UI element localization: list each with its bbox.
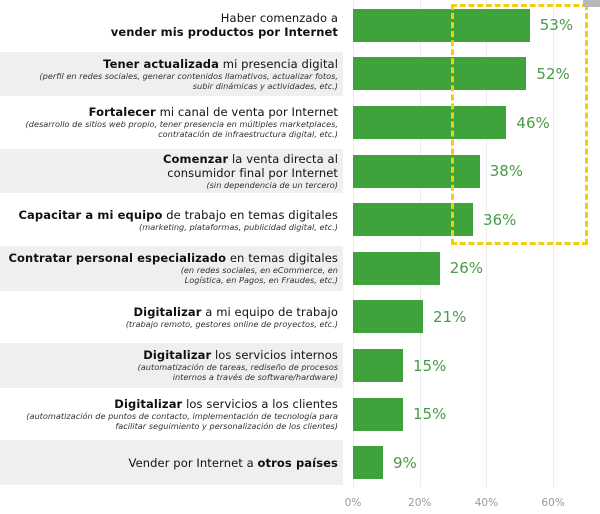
- category-label: Digitalizar los servicios internos (autom…: [0, 341, 338, 390]
- category-label-note: (en redes sociales, en eCommerce, en Log…: [180, 265, 338, 286]
- x-tick-label: 60%: [541, 497, 565, 509]
- category-label-main: Fortalecer mi canal de venta por Interne…: [0, 105, 338, 119]
- row-band: [0, 343, 343, 388]
- category-label-main: Haber comenzado a vender mis productos po…: [0, 11, 338, 39]
- label-bold-text: Digitalizar: [133, 304, 202, 319]
- category-label-note: (perfil en redes sociales, generar conte…: [39, 70, 338, 91]
- label-text: los servicios internos: [211, 348, 338, 363]
- category-label: Fortalecer mi canal de venta por Interne…: [0, 98, 338, 147]
- category-label-note: (automatización de puntos de contacto, i…: [26, 411, 338, 432]
- value-label: 26%: [449, 259, 484, 278]
- category-label: Vender por Internet a otros países: [0, 438, 338, 487]
- row-band: [0, 51, 343, 97]
- value-label: 21%: [433, 307, 467, 326]
- value-label: 9%: [393, 453, 417, 472]
- highlight-box: [451, 4, 588, 245]
- bar: [353, 251, 440, 285]
- bar: [353, 300, 424, 334]
- bar: [353, 397, 404, 431]
- bar: [353, 106, 507, 139]
- label-bold-text: Digitalizar: [114, 397, 183, 412]
- category-label: Digitalizar los servicios a los clientes…: [0, 390, 338, 439]
- bar: [353, 154, 480, 188]
- category-label-main: Digitalizar a mi equipo de trabajo: [0, 305, 338, 319]
- label-bold-text: Tener actualizada: [103, 56, 220, 71]
- label-text: mi canal de venta por Internet: [155, 105, 338, 120]
- value-label: 38%: [489, 162, 524, 181]
- label-bold-text: vender mis productos por Internet: [110, 25, 338, 40]
- label-bold-text: Capacitar a mi equipo: [18, 207, 163, 222]
- x-tick-label: 20%: [408, 497, 432, 509]
- x-tick-label: 40%: [474, 497, 499, 509]
- category-label-note: (sin dependencia de un tercero): [206, 180, 338, 191]
- label-bold-text: Comenzar: [162, 152, 229, 167]
- row-band: [0, 440, 343, 485]
- label-text: la venta directa al consumidor final por…: [167, 152, 338, 181]
- category-label-main: Vender por Internet a otros países: [0, 456, 338, 470]
- category-label-note: (trabajo remoto, gestores online de proy…: [125, 318, 338, 329]
- category-label-main: Tener actualizada mi presencia digital: [0, 57, 338, 71]
- category-label: Digitalizar a mi equipo de trabajo (traba…: [0, 293, 338, 342]
- value-label: 15%: [413, 405, 447, 424]
- category-label-main: Digitalizar los servicios internos: [0, 348, 338, 362]
- bar: [353, 57, 527, 91]
- category-label: Tener actualizada mi presencia digital (p…: [0, 50, 338, 99]
- value-label: 52%: [536, 64, 570, 83]
- bar: [353, 446, 383, 480]
- category-label: Haber comenzado a vender mis productos po…: [0, 1, 338, 50]
- bar: [353, 349, 404, 382]
- value-label: 46%: [516, 113, 550, 132]
- label-text: de trabajo en temas digitales: [162, 207, 338, 222]
- category-label: Comenzar la venta directa al consumidor …: [0, 147, 338, 196]
- x-tick-label: 0%: [344, 497, 362, 509]
- category-label-main: Capacitar a mi equipo de trabajo en tema…: [0, 208, 338, 222]
- corner-marker: [583, 0, 600, 7]
- label-bold-text: otros países: [257, 455, 338, 470]
- category-label-main: Comenzar la venta directa al consumidor …: [138, 152, 338, 180]
- row-band: [0, 148, 343, 194]
- category-label-note: (automatización de tareas, rediseño de p…: [137, 362, 338, 383]
- value-label: 53%: [539, 16, 574, 35]
- category-label-note: (desarrollo de sitios web propio, tener …: [25, 119, 338, 140]
- label-text: en temas digitales: [226, 251, 338, 266]
- value-label: 15%: [413, 356, 447, 375]
- category-label-main: Digitalizar los servicios a los clientes: [0, 397, 338, 411]
- category-label: Capacitar a mi equipo de trabajo en tema…: [0, 195, 338, 244]
- category-label: Contratar personal especializado en tema…: [0, 244, 338, 293]
- category-label-note: (marketing, plataformas, publicidad digi…: [139, 221, 338, 232]
- label-bold-text: Fortalecer: [88, 105, 156, 120]
- label-text: a mi equipo de trabajo: [201, 304, 338, 319]
- label-bold-text: Contratar personal especializado: [8, 251, 227, 266]
- label-text: mi presencia digital: [219, 56, 338, 71]
- label-text: Haber comenzado a: [220, 11, 338, 26]
- bar: [353, 8, 530, 42]
- row-band: [0, 246, 343, 291]
- label-bold-text: Digitalizar: [143, 348, 212, 363]
- label-text: Vender por Internet a: [128, 455, 258, 470]
- category-label-main: Contratar personal especializado en tema…: [0, 251, 338, 265]
- label-text: los servicios a los clientes: [182, 397, 338, 412]
- gridline: [419, 0, 421, 487]
- value-label: 36%: [483, 210, 517, 229]
- gridline: [353, 0, 354, 487]
